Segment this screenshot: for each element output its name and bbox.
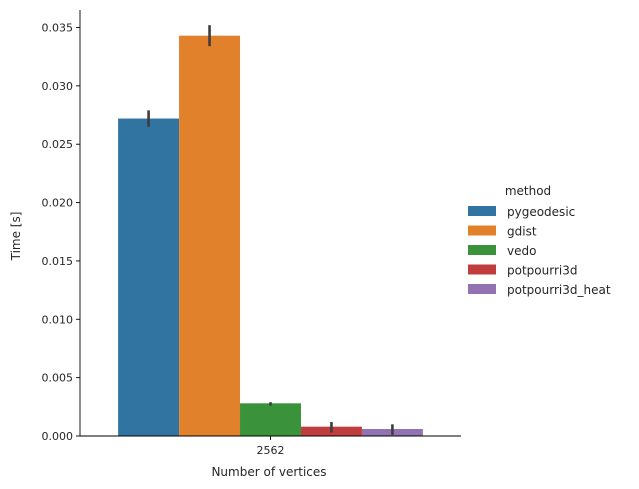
legend-swatch-potpourri3d_heat bbox=[468, 284, 496, 294]
bar-pygeodesic bbox=[118, 118, 180, 436]
legend-label-gdist: gdist bbox=[507, 225, 537, 239]
y-tick-label: 0.000 bbox=[42, 430, 74, 443]
legend-swatch-vedo bbox=[468, 245, 496, 255]
legend-title: method bbox=[505, 184, 551, 198]
y-tick-label: 0.035 bbox=[42, 22, 74, 35]
y-tick-label: 0.015 bbox=[42, 255, 74, 268]
y-axis: 0.000 0.005 0.010 0.015 0.020 0.025 0.030 0.035 bbox=[42, 10, 81, 443]
y-tick-label: 0.010 bbox=[42, 313, 74, 326]
x-tick-label: 2562 bbox=[257, 444, 285, 457]
legend: method pygeodesic gdist vedo potpourri3d pot… bbox=[468, 184, 611, 297]
legend-label-pygeodesic: pygeodesic bbox=[507, 205, 575, 219]
legend-swatch-potpourri3d bbox=[468, 264, 496, 275]
y-tick-label: 0.030 bbox=[42, 80, 74, 93]
legend-label-vedo: vedo bbox=[507, 244, 536, 258]
bar-gdist bbox=[179, 35, 241, 437]
y-axis-label: Time [s] bbox=[9, 212, 23, 262]
error-bars-group bbox=[147, 25, 394, 435]
legend-swatch-gdist bbox=[468, 225, 496, 236]
y-tick-label: 0.025 bbox=[42, 138, 74, 151]
bar-vedo bbox=[240, 403, 301, 436]
x-axis-label: Number of vertices bbox=[211, 465, 326, 479]
legend-label-potpourri3d_heat: potpourri3d_heat bbox=[507, 283, 611, 297]
y-tick-label: 0.020 bbox=[42, 197, 74, 210]
x-axis: 2562 bbox=[80, 435, 461, 457]
legend-swatch-pygeodesic bbox=[468, 206, 496, 216]
bars-group bbox=[118, 35, 423, 437]
legend-label-potpourri3d: potpourri3d bbox=[507, 264, 577, 278]
y-tick-label: 0.005 bbox=[42, 372, 74, 385]
